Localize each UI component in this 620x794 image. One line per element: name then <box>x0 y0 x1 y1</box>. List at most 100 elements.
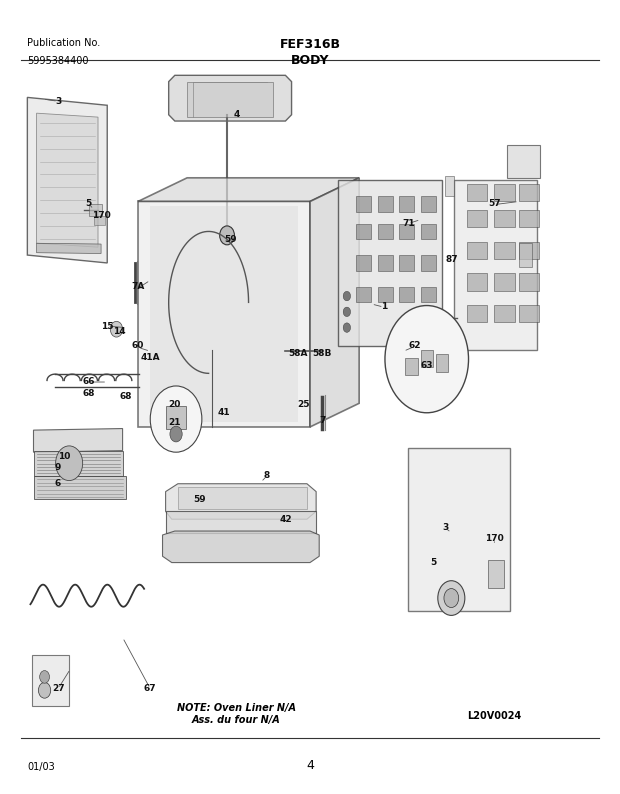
Text: 15: 15 <box>101 322 113 330</box>
Text: 68: 68 <box>120 392 132 402</box>
Text: 87: 87 <box>445 255 458 264</box>
Bar <box>519 241 539 259</box>
Bar <box>467 305 487 322</box>
Bar <box>356 255 371 271</box>
Polygon shape <box>166 511 316 533</box>
Text: 14: 14 <box>113 327 126 336</box>
Bar <box>488 561 503 588</box>
Polygon shape <box>187 82 273 117</box>
Text: 60: 60 <box>132 341 144 350</box>
Text: 58B: 58B <box>312 349 332 358</box>
Text: FEF316B: FEF316B <box>280 38 340 52</box>
Bar <box>519 243 533 267</box>
Text: 57: 57 <box>488 199 500 208</box>
Polygon shape <box>409 449 510 611</box>
Bar <box>356 287 371 303</box>
Text: 5: 5 <box>430 558 436 567</box>
Text: 01/03: 01/03 <box>27 761 55 772</box>
Bar <box>494 305 515 322</box>
Polygon shape <box>310 178 359 427</box>
Text: 1: 1 <box>381 302 387 310</box>
Circle shape <box>444 588 459 607</box>
Text: 71: 71 <box>402 219 415 228</box>
Polygon shape <box>138 178 359 202</box>
Text: 21: 21 <box>169 418 181 426</box>
Polygon shape <box>33 429 123 453</box>
Bar <box>399 287 414 303</box>
Bar <box>467 241 487 259</box>
Bar <box>420 224 436 239</box>
Circle shape <box>170 426 182 442</box>
Text: NOTE: Oven Liner N/A: NOTE: Oven Liner N/A <box>177 703 296 714</box>
Polygon shape <box>37 114 98 247</box>
Text: 5: 5 <box>86 199 92 208</box>
Bar <box>420 255 436 271</box>
Text: 42: 42 <box>279 515 292 524</box>
Bar <box>420 349 433 367</box>
Text: 66: 66 <box>82 376 95 386</box>
Text: 6: 6 <box>55 480 61 488</box>
Bar <box>436 354 448 372</box>
Bar <box>399 255 414 271</box>
Text: 3: 3 <box>442 522 448 532</box>
Circle shape <box>219 226 234 245</box>
Circle shape <box>343 291 350 301</box>
Polygon shape <box>454 180 538 349</box>
Text: 5995384400: 5995384400 <box>27 56 89 66</box>
Circle shape <box>343 307 350 317</box>
Text: 68: 68 <box>82 388 95 398</box>
Bar <box>166 407 187 429</box>
Bar <box>356 196 371 212</box>
Text: L20V0024: L20V0024 <box>467 711 521 721</box>
Bar <box>467 184 487 202</box>
Polygon shape <box>169 75 291 121</box>
Polygon shape <box>166 484 316 519</box>
Circle shape <box>385 306 469 413</box>
Bar <box>420 287 436 303</box>
Text: 27: 27 <box>51 684 64 693</box>
Text: 41: 41 <box>218 408 230 418</box>
Bar <box>494 210 515 228</box>
Circle shape <box>343 323 350 333</box>
Text: Ass. du four N/A: Ass. du four N/A <box>192 715 281 725</box>
Text: 67: 67 <box>144 684 157 693</box>
Bar <box>32 655 69 706</box>
Text: 4: 4 <box>233 110 239 119</box>
Bar <box>378 287 393 303</box>
Bar <box>519 305 539 322</box>
Circle shape <box>110 322 123 337</box>
Bar <box>507 145 541 178</box>
Text: Publication No.: Publication No. <box>27 38 100 48</box>
Polygon shape <box>138 202 310 427</box>
Circle shape <box>438 580 465 615</box>
Polygon shape <box>33 476 126 499</box>
Polygon shape <box>150 206 298 422</box>
Polygon shape <box>338 180 442 345</box>
Text: 20: 20 <box>169 400 181 410</box>
Polygon shape <box>33 451 123 476</box>
Bar <box>494 184 515 202</box>
Text: 41A: 41A <box>141 353 160 362</box>
Text: 4: 4 <box>306 758 314 772</box>
Bar <box>519 273 539 291</box>
Text: 10: 10 <box>58 452 71 461</box>
Bar <box>519 184 539 202</box>
Text: 170: 170 <box>92 211 110 220</box>
Bar <box>356 224 371 239</box>
Polygon shape <box>37 243 101 253</box>
Bar <box>405 357 417 375</box>
Text: 59: 59 <box>224 235 236 244</box>
Text: 3: 3 <box>55 97 61 106</box>
Text: 7: 7 <box>319 416 326 425</box>
Bar <box>89 204 102 216</box>
Circle shape <box>150 386 202 453</box>
Bar <box>378 224 393 239</box>
Text: 25: 25 <box>298 400 310 410</box>
Bar <box>399 224 414 239</box>
Text: BODY: BODY <box>291 54 329 67</box>
Polygon shape <box>162 531 319 563</box>
Circle shape <box>56 446 82 480</box>
Bar <box>445 176 454 196</box>
Text: 9: 9 <box>55 464 61 472</box>
Bar <box>494 273 515 291</box>
